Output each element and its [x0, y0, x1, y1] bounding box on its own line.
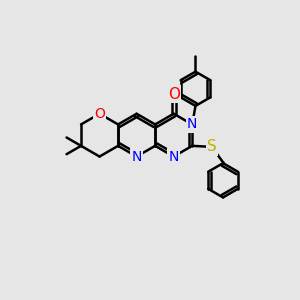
- Text: O: O: [168, 87, 180, 102]
- Text: N: N: [187, 117, 197, 131]
- Text: O: O: [94, 107, 105, 121]
- Text: N: N: [169, 149, 179, 164]
- Text: S: S: [207, 140, 217, 154]
- Text: N: N: [131, 149, 142, 164]
